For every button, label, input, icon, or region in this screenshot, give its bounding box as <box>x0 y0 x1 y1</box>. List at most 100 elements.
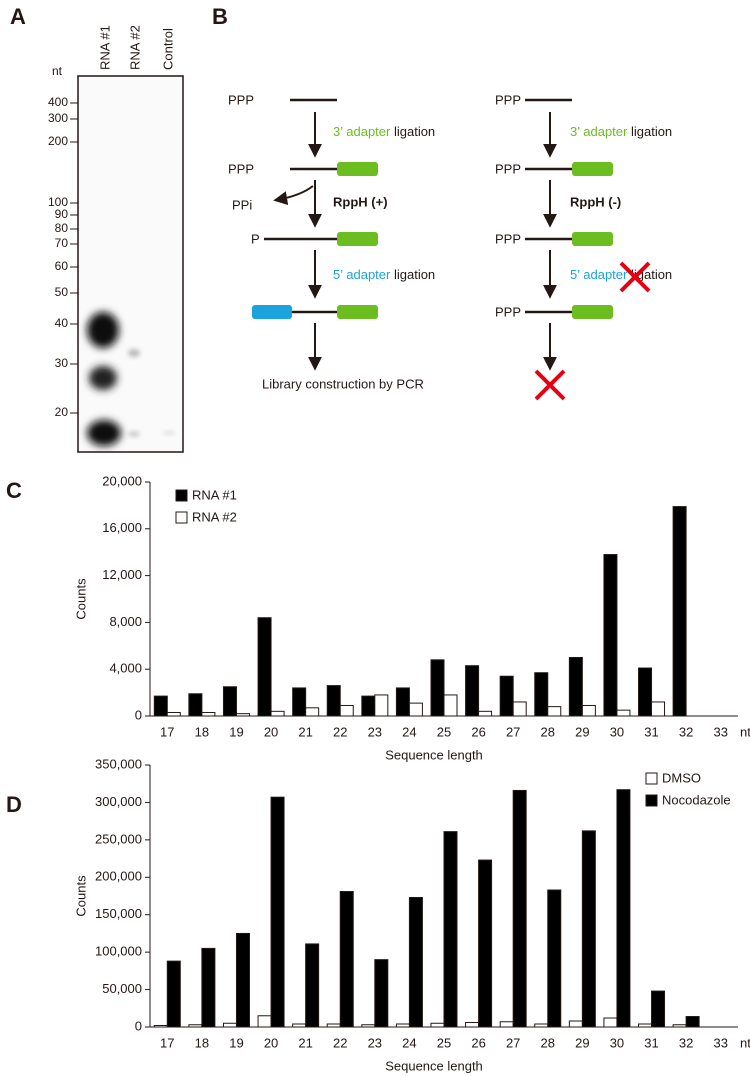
panel-label: A <box>10 4 26 29</box>
bar <box>547 889 562 1028</box>
unit-label: nt <box>52 64 63 78</box>
x-tick-label: 24 <box>402 1035 416 1050</box>
x-tick-label: 31 <box>644 724 658 739</box>
x-tick-label: 24 <box>402 724 416 739</box>
bar <box>616 789 631 1028</box>
y-tick-label: 4,000 <box>109 661 142 676</box>
bar <box>512 701 527 717</box>
bar <box>603 554 618 717</box>
y-tick-label: 20,000 <box>102 473 142 488</box>
x-tick-label: 18 <box>195 724 209 739</box>
label: 5’ adapter <box>333 267 391 282</box>
label: PPP <box>495 304 521 319</box>
x-tick-label: 27 <box>506 1035 520 1050</box>
y-tick-label: 0 <box>135 707 142 722</box>
bar <box>326 685 341 717</box>
adapter-3 <box>337 232 378 246</box>
band <box>128 431 140 437</box>
bar <box>201 711 216 717</box>
band <box>87 420 121 446</box>
bar <box>443 831 458 1028</box>
lane-label: RNA #2 <box>127 25 142 70</box>
adapter-5 <box>252 305 292 319</box>
x-tick-label: 22 <box>333 1035 347 1050</box>
y-tick-label: 150,000 <box>95 906 142 921</box>
x-tick-label: 25 <box>437 724 451 739</box>
band <box>89 366 117 390</box>
x-tick-label: 23 <box>368 724 382 739</box>
marker-label: 80 <box>55 221 69 235</box>
bar <box>339 704 354 717</box>
bar <box>512 789 527 1028</box>
x-unit: nt <box>740 724 750 739</box>
y-tick-label: 100,000 <box>95 944 142 959</box>
lane-label: Control <box>160 28 175 70</box>
y-tick-label: 8,000 <box>109 614 142 629</box>
bar <box>499 675 514 717</box>
bar <box>270 796 285 1028</box>
bar <box>395 1023 410 1028</box>
bar <box>201 947 216 1028</box>
bar <box>581 830 596 1028</box>
bar <box>478 710 493 717</box>
label: RppH (+) <box>333 194 388 209</box>
diagram-labels: PPP 3’ adapter ligation PPP PPi RppH (+)… <box>228 92 672 401</box>
label: PPP <box>228 92 254 107</box>
x-axis-label: Sequence length <box>385 747 483 762</box>
bar <box>166 711 181 717</box>
label: 5’ adapter ligation <box>333 267 435 282</box>
label: 5’ adapter ligation <box>570 267 672 282</box>
legend-label: RNA #2 <box>192 509 237 524</box>
adapter-3 <box>337 305 378 319</box>
label: ligation <box>394 124 435 139</box>
marker-label: 70 <box>55 236 69 250</box>
x-tick-label: 20 <box>264 1035 278 1050</box>
bar <box>339 891 354 1028</box>
bar <box>270 710 285 717</box>
marker-label: 50 <box>55 285 69 299</box>
band <box>87 312 119 348</box>
marker-label: 100 <box>48 195 68 209</box>
x-tick-label: 33 <box>713 724 727 739</box>
y-tick-label: 12,000 <box>102 567 142 582</box>
label: ligation <box>394 267 435 282</box>
x-tick-label: 23 <box>368 1035 382 1050</box>
x-tick-label: 28 <box>541 724 555 739</box>
bar <box>257 1015 272 1028</box>
bar <box>166 960 181 1028</box>
x-tick-label: 30 <box>610 724 624 739</box>
bar <box>499 1021 514 1028</box>
x-tick-label: 25 <box>437 1035 451 1050</box>
label: PPP <box>495 161 521 176</box>
x-tick-label: 26 <box>471 1035 485 1050</box>
bar <box>534 672 549 717</box>
bar <box>188 1024 203 1028</box>
bar <box>651 701 666 717</box>
marker-label: 20 <box>55 405 69 419</box>
label: 5’ adapter <box>570 267 628 282</box>
bar <box>430 659 445 717</box>
bar <box>672 1024 687 1028</box>
y-axis-label: Counts <box>73 875 88 917</box>
y-tick-label: 0 <box>135 1018 142 1033</box>
bar <box>638 1023 653 1028</box>
bar <box>374 694 389 717</box>
x-tick-label: 17 <box>160 1035 174 1050</box>
diagram <box>252 98 613 371</box>
y-tick-label: 350,000 <box>95 756 142 771</box>
bar <box>465 665 480 717</box>
x-tick-label: 26 <box>471 724 485 739</box>
y-tick-label: 50,000 <box>102 981 142 996</box>
adapter-3 <box>572 232 613 246</box>
bar <box>222 686 237 717</box>
band <box>163 431 175 435</box>
adapter-3 <box>337 162 378 176</box>
bar <box>603 1017 618 1028</box>
bar <box>292 687 307 717</box>
marker-label: 60 <box>55 259 69 273</box>
panel-label: D <box>6 792 22 817</box>
x-tick-label: 18 <box>195 1035 209 1050</box>
bar <box>430 1022 445 1028</box>
marker-label: 200 <box>48 134 68 148</box>
label: PPi <box>232 197 252 212</box>
